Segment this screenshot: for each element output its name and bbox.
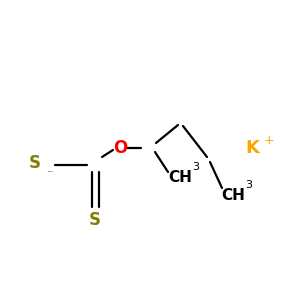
Text: K: K	[245, 139, 259, 157]
Text: 3: 3	[245, 180, 252, 190]
Text: CH: CH	[168, 170, 192, 185]
Text: O: O	[113, 139, 127, 157]
Text: S: S	[29, 154, 41, 172]
Text: 3: 3	[192, 162, 199, 172]
Text: +: +	[264, 134, 274, 146]
Text: CH: CH	[221, 188, 245, 203]
Text: S: S	[89, 211, 101, 229]
Text: ⁻: ⁻	[46, 169, 52, 182]
